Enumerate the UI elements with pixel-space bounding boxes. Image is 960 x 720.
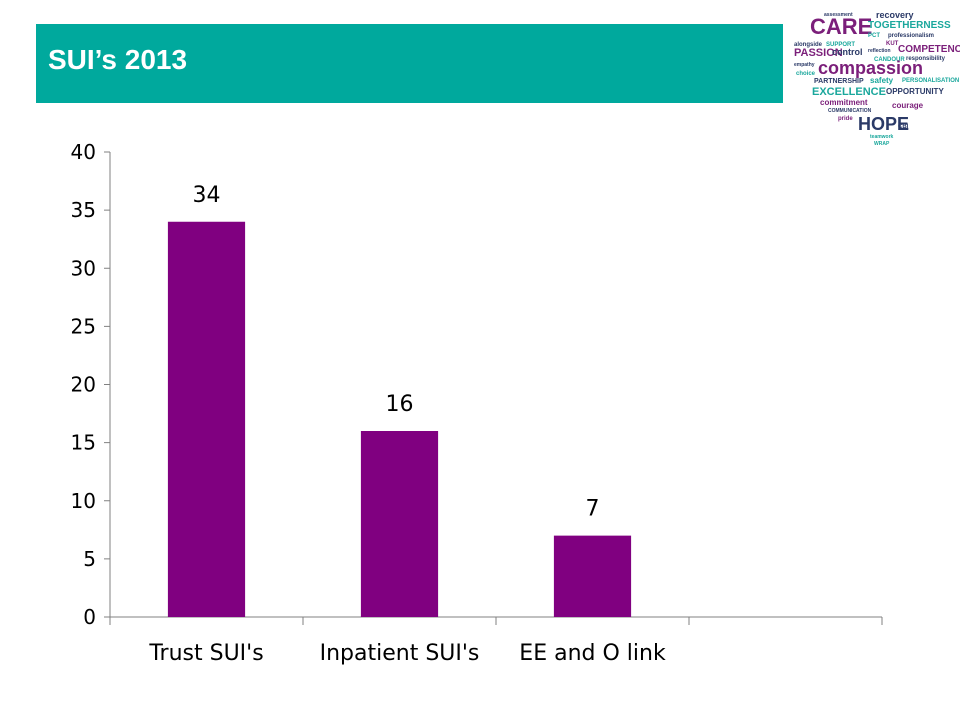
page-title: SUI’s 2013 — [48, 44, 188, 75]
logo-word-excellence: EXCELLENCE — [812, 86, 886, 98]
bar — [167, 221, 246, 617]
y-tick-label: 10 — [71, 489, 96, 513]
logo-word-personalisation: PERSONALISATION — [902, 78, 959, 84]
logo-word-care: CARE — [810, 14, 872, 39]
bar-data-label: 7 — [586, 497, 600, 522]
bars — [167, 221, 632, 617]
logo-word-competence: COMPETENCE — [898, 44, 960, 55]
bar-data-label: 34 — [193, 183, 221, 208]
logo-word-partnership: PARTNERSHIP — [814, 78, 864, 85]
logo-word-kut: KUT — [886, 41, 899, 47]
logo-word-commitment: commitment — [820, 98, 868, 107]
logo-word-courage: courage — [892, 101, 924, 110]
y-axis: 0 5 10 15 20 25 30 35 40 — [71, 140, 111, 629]
logo-word-choice: choice — [796, 71, 816, 77]
logo-word-teamwork: teamwork — [870, 134, 894, 140]
logo-word-professionalism: professionalism — [888, 33, 934, 39]
logo-word-recovery: recovery — [876, 10, 914, 20]
logo-word-passion: PASSION — [794, 47, 843, 59]
y-tick-label: 40 — [71, 140, 96, 164]
bar-data-label: 16 — [386, 392, 414, 417]
logo-word-control: control — [832, 47, 863, 57]
logo-word-pct: PCT — [868, 33, 880, 39]
y-tick-label: 30 — [71, 256, 96, 280]
logo-word-safety: safety — [870, 76, 894, 85]
logo-word-candour: CANDOUR — [874, 57, 905, 63]
logo-word-wrap: WRAP — [874, 141, 890, 147]
logo-word-hope: HOPE — [858, 114, 909, 134]
logo-word-communication: COMMUNICATION — [828, 108, 872, 114]
y-tick-label: 15 — [71, 431, 96, 455]
logo-word-support: SUPPORT — [826, 42, 855, 48]
x-axis: Trust SUI's Inpatient SUI's EE and O link — [109, 616, 883, 666]
y-tick-label: 20 — [71, 373, 96, 397]
logo-word-togetherness: TOGETHERNESS — [868, 20, 951, 31]
y-tick-label: 25 — [71, 314, 96, 338]
logo-word-reflection: reflection — [868, 48, 891, 54]
logo-word-cbi: CBI — [898, 124, 909, 130]
y-tick-label: 5 — [83, 547, 96, 571]
y-tick-label: 0 — [83, 605, 96, 629]
logo-word-compassion: compassion — [818, 58, 923, 78]
x-category-label: EE and O link — [519, 641, 666, 666]
values-word-cloud-logo: assessment recovery CARE TOGETHERNESS PC… — [794, 10, 960, 147]
title-bar: SUI’s 2013 — [36, 24, 783, 103]
bar — [360, 431, 439, 617]
logo-word-responsibility: responsibility — [906, 56, 946, 62]
data-labels: 34 16 7 — [193, 183, 600, 522]
bar — [553, 535, 632, 617]
y-tick-label: 35 — [71, 198, 96, 222]
x-category-label: Trust SUI's — [148, 641, 263, 666]
logo-word-pride: pride — [838, 116, 853, 122]
logo-word-opportunity: OPPORTUNITY — [886, 87, 944, 96]
x-category-label: Inpatient SUI's — [320, 641, 480, 666]
logo-word-empathy: empathy — [794, 62, 815, 68]
logo-word-assessment: assessment — [824, 12, 853, 18]
logo-word-alongside: alongside — [794, 42, 823, 48]
